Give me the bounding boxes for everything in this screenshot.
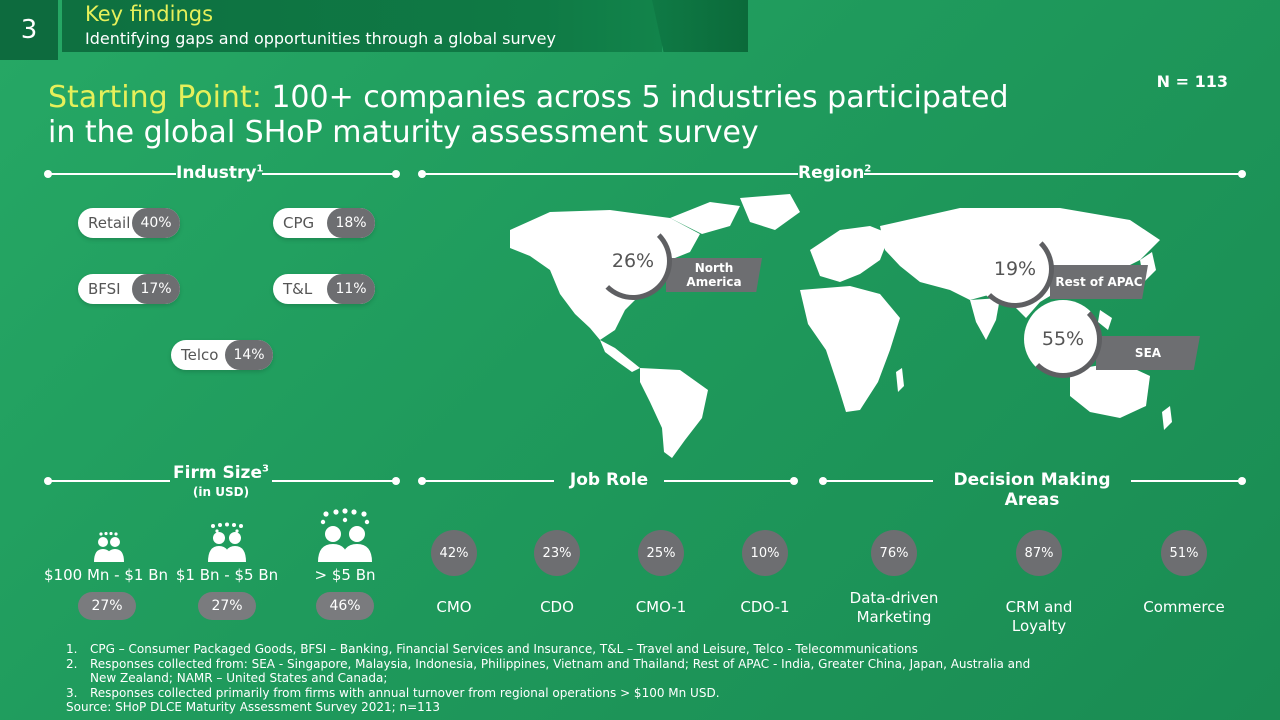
region-value-rest-of-apac: 19% [976,230,1054,308]
decision-line-dot-right [1238,477,1246,485]
decision-label-data-driven-marketing: Data-driven Marketing [849,589,939,626]
footnote-3: 3. Responses collected primarily from fir… [66,685,720,700]
firm-size-line-dot-right [392,477,400,485]
job-role-label-cdo-1: CDO-1 [740,598,790,616]
job-role-value-cdo-1: 10% [742,530,788,576]
region-tag-north-america: North America [666,258,762,292]
header-subtitle: Identifying gaps and opportunities throu… [85,29,556,48]
job-role-line-dot-right [790,477,798,485]
decision-label-crm-loyalty: CRM and Loyalty [1005,598,1073,635]
industry-line-right [262,173,396,175]
firm-size-value-1: 27% [78,592,136,620]
job-role-heading: Job Role [569,470,649,490]
job-role-line-left [422,480,554,482]
sample-size: N = 113 [1156,72,1228,91]
industry-pill-cpg: CPG 18% [273,208,375,238]
header-band [62,0,662,52]
industry-pill-retail: Retail 40% [78,208,180,238]
decision-value-commerce: 51% [1161,530,1207,576]
firm-size-label-2: $1 Bn - $5 Bn [175,566,279,584]
region-line-right [864,173,1242,175]
firm-size-value-3: 46% [316,592,374,620]
job-role-label-cmo-1: CMO-1 [635,598,687,616]
people-group-small-icon [94,532,124,562]
firm-size-line-right [272,480,396,482]
region-value-north-america: 26% [594,222,672,300]
firm-size-label-1: $100 Mn - $1 Bn [44,566,168,584]
header-title: Key findings [85,2,214,26]
firm-size-unit: (in USD) [192,485,250,499]
region-tag-sea: SEA [1096,336,1200,370]
industry-heading: Industry1 [176,163,264,183]
region-line-dot-right [1238,170,1246,178]
page-title-text: 100+ companies across 5 industries parti… [48,80,1009,150]
job-role-value-cmo: 42% [431,530,477,576]
decision-value-data-driven-marketing: 76% [871,530,917,576]
job-role-line-right [664,480,794,482]
job-role-label-cdo: CDO [540,598,574,616]
people-group-medium-icon [208,522,246,562]
industry-line-dot-right [392,170,400,178]
region-tag-rest-of-apac: Rest of APAC [1050,265,1148,299]
firm-size-line-left [48,480,170,482]
people-group-large-icon [318,508,372,562]
industry-pill-telco: Telco 14% [171,340,273,370]
job-role-label-cmo: CMO [436,598,472,616]
footnote-2: 2. Responses collected from: SEA - Singap… [66,656,1031,686]
page-title: Starting Point: 100+ companies across 5 … [48,80,1028,150]
industry-pill-tl: T&L 11% [273,274,375,304]
firm-size-value-2: 27% [198,592,256,620]
region-line-left [422,173,798,175]
footnote-1: 1. CPG – Consumer Packaged Goods, BFSI – … [66,642,918,656]
decision-label-commerce: Commerce [1143,598,1225,616]
industry-line-left [48,173,176,175]
page-title-accent: Starting Point: [48,80,262,115]
decision-value-crm-loyalty: 87% [1016,530,1062,576]
decision-line-right [1131,480,1242,482]
region-value-sea: 55% [1024,300,1102,378]
decision-areas-heading: Decision Making Areas [953,470,1111,510]
industry-pill-bfsi: BFSI 17% [78,274,180,304]
footnotes: 1. CPG – Consumer Packaged Goods, BFSI – … [66,642,1046,715]
decision-line-left [823,480,933,482]
region-heading: Region2 [798,163,872,183]
firm-size-label-3: > $5 Bn [314,566,376,584]
slide-number: 3 [0,0,58,60]
job-role-value-cmo-1: 25% [638,530,684,576]
job-role-value-cdo: 23% [534,530,580,576]
source-note: Source: SHoP DLCE Maturity Assessment Su… [66,700,441,714]
firm-size-heading: Firm Size3 [173,463,269,483]
header-band-accent [652,0,748,52]
